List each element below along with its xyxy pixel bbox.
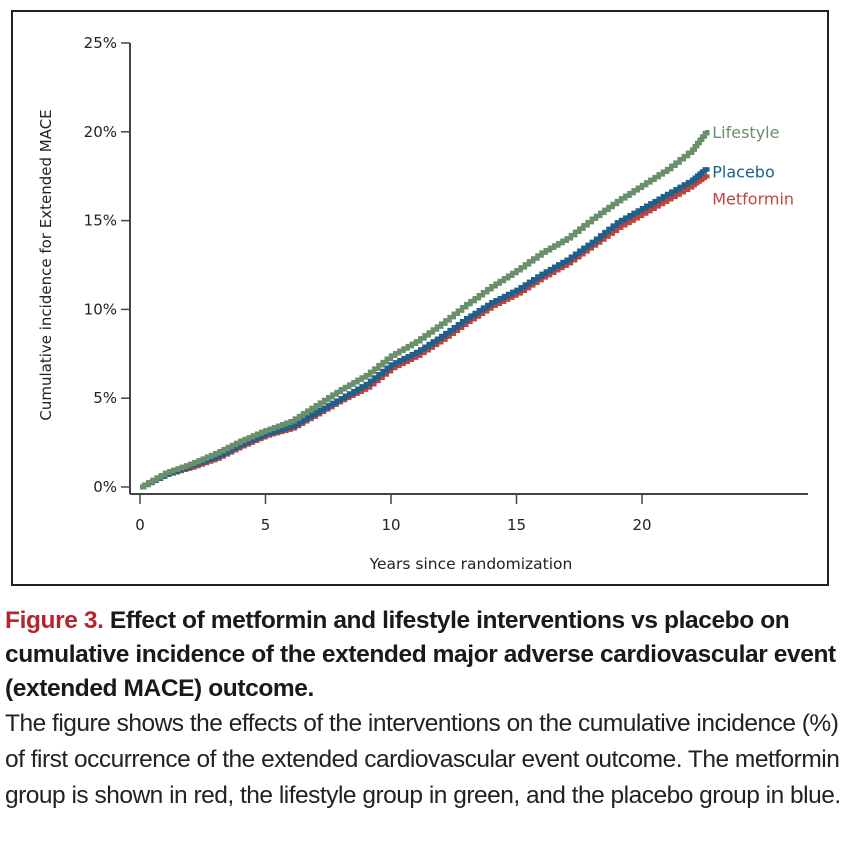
x-tick-label: 10	[381, 516, 400, 534]
caption-body: The figure shows the effects of the inte…	[5, 710, 841, 809]
labels-layer: Metformin Placebo Lifestyle	[712, 123, 794, 208]
figure-frame: 0% 5% 10% 15% 20% 25% 0 5 10 15 20 Metformin Placeb…	[11, 10, 829, 586]
y-tick-label: 5%	[93, 389, 117, 407]
x-tick-label: 5	[261, 516, 271, 534]
series-line-placebo	[140, 167, 710, 490]
y-tick-label: 0%	[93, 478, 117, 496]
caption-title: Figure 3. Effect of metformin and lifest…	[5, 604, 855, 706]
figure-label: Figure 3.	[5, 607, 104, 634]
x-axis-title: Years since randomization	[369, 555, 573, 573]
y-tick-label: 10%	[84, 300, 117, 318]
x-tick-label: 15	[507, 516, 526, 534]
y-tick-label: 20%	[84, 123, 117, 141]
y-tick-label: 25%	[84, 34, 117, 52]
x-tick-label: 0	[135, 516, 145, 534]
caption-title-text: Effect of metformin and lifestyle interv…	[5, 607, 836, 702]
series-label-metformin: Metformin	[712, 189, 794, 208]
chart: 0% 5% 10% 15% 20% 25% 0 5 10 15 20 Metformin Placeb…	[37, 34, 808, 573]
series-layer	[140, 130, 710, 490]
axes: 0% 5% 10% 15% 20% 25% 0 5 10 15 20	[84, 34, 808, 534]
series-label-lifestyle: Lifestyle	[712, 123, 779, 142]
series-label-placebo: Placebo	[712, 162, 774, 181]
y-axis-title: Cumulative incidence for Extended MACE	[37, 109, 55, 420]
series-line-lifestyle	[140, 130, 710, 490]
y-tick-label: 15%	[84, 212, 117, 230]
x-tick-label: 20	[632, 516, 651, 534]
figure-caption: Figure 3. Effect of metformin and lifest…	[5, 604, 855, 814]
